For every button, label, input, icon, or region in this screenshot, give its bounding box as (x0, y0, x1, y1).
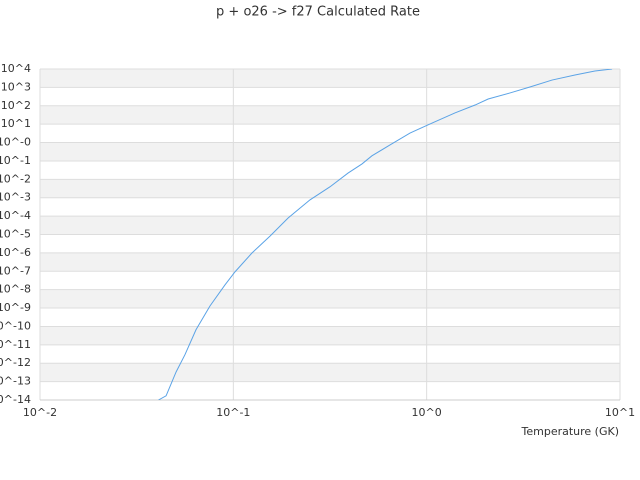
grid-band (40, 179, 620, 198)
y-tick-label: 10^-12 (0, 356, 31, 369)
grid-band (40, 363, 620, 382)
y-tick-label: 10^-0 (0, 136, 31, 149)
grid-band (40, 216, 620, 235)
x-tick-label: 10^1 (605, 406, 635, 419)
grid-band (40, 252, 620, 272)
y-tick-label: 10^2 (1, 99, 31, 112)
y-tick-label: 10^-8 (0, 283, 31, 296)
y-tick-label: 10^-9 (0, 301, 31, 314)
chart-title: p + o26 -> f27 Calculated Rate (216, 5, 420, 20)
grid-band (40, 326, 620, 345)
y-tick-label: 10^-5 (0, 228, 31, 241)
y-tick-label: 10^-10 (0, 319, 31, 332)
grid-band (40, 69, 620, 88)
x-axis-label: Temperature (GK) (521, 425, 620, 438)
y-tick-label: 10^4 (1, 62, 31, 75)
grid (39, 68, 621, 401)
y-tick-label: 10^-4 (0, 209, 31, 222)
y-tick-label: 10^-11 (0, 338, 31, 351)
y-tick-label: 10^-2 (0, 172, 31, 185)
grid-band (40, 105, 620, 125)
y-tick-label: 10^3 (1, 80, 31, 93)
y-tick-label: 10^-14 (0, 393, 31, 406)
grid-band (40, 142, 620, 161)
x-tick-label: 10^-2 (23, 406, 57, 419)
y-tick-label: 10^1 (1, 117, 31, 130)
grid-band (40, 289, 620, 309)
y-tick-label: 10^-7 (0, 264, 31, 277)
y-tick-label: 10^-6 (0, 246, 31, 259)
y-tick-label: 10^-1 (0, 154, 31, 167)
data-line (158, 69, 613, 400)
y-tick-label: 10^-13 (0, 375, 31, 388)
y-tick-label: 10^-3 (0, 191, 31, 204)
x-tick-label: 10^0 (412, 406, 442, 419)
x-tick-label: 10^-1 (216, 406, 250, 419)
